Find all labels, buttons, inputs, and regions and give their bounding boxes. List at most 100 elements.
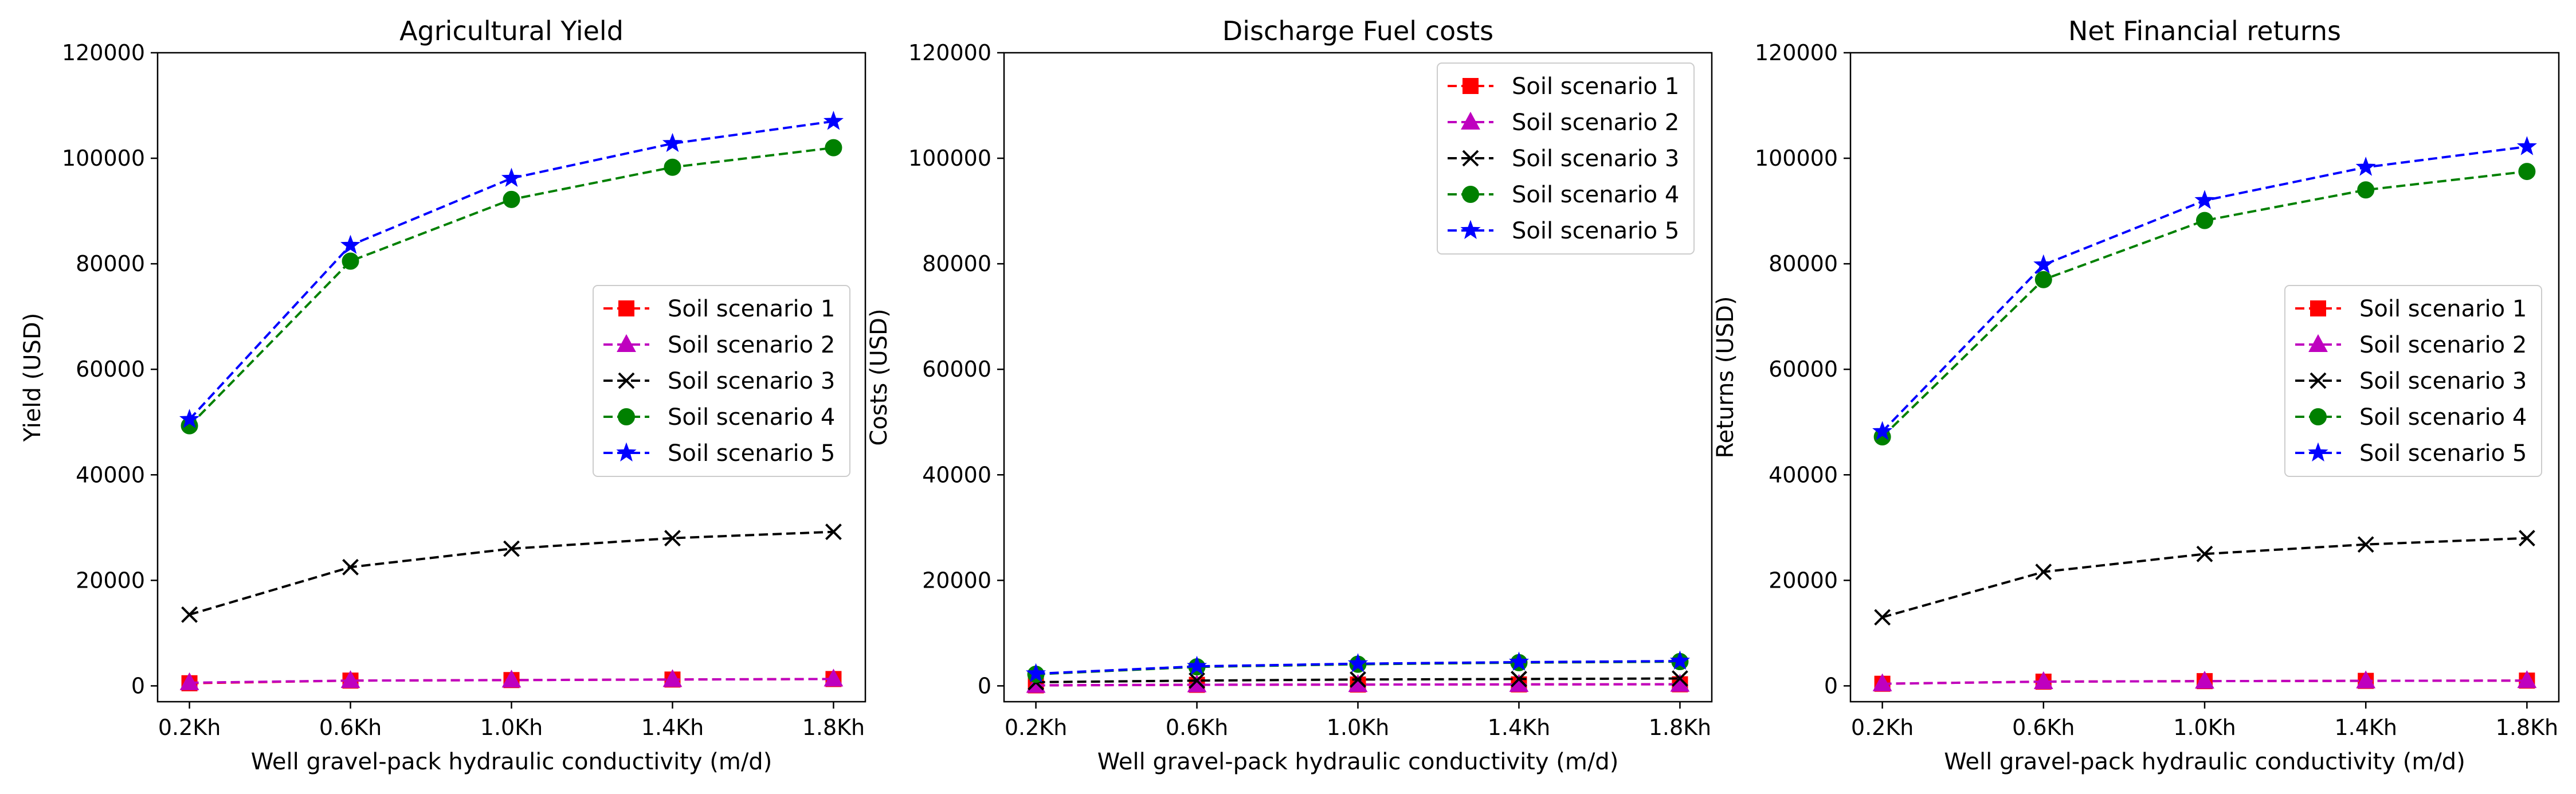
x-tick-label: 0.6Kh — [2012, 715, 2075, 740]
legend-marker-2 — [2308, 334, 2328, 352]
series-3-point — [503, 540, 520, 557]
x-tick-label: 1.8Kh — [2496, 715, 2558, 740]
x-tick-label: 1.8Kh — [1649, 715, 1711, 740]
x-tick-label: 1.4Kh — [1488, 715, 1550, 740]
series-5-point — [1026, 663, 1046, 683]
legend-marker-4 — [2310, 408, 2327, 425]
series-2-point — [824, 668, 844, 687]
legend-label-4: Soil scenario 4 — [668, 404, 835, 431]
x-tick-label: 1.4Kh — [2334, 715, 2397, 740]
legend-marker-1 — [1463, 78, 1479, 94]
series-2-point — [2195, 671, 2214, 689]
series-2-point — [662, 669, 683, 687]
series-2-point — [2033, 671, 2053, 690]
y-tick-label: 40000 — [1769, 462, 1838, 487]
chart-title: Discharge Fuel costs — [1222, 15, 1493, 46]
y-axis-label: Yield (USD) — [19, 313, 46, 443]
series-2-point — [179, 672, 199, 690]
y-tick-label: 120000 — [1755, 40, 1838, 65]
series-3-point — [2196, 545, 2213, 562]
legend-box — [1437, 62, 1695, 255]
y-tick-label: 100000 — [908, 146, 991, 171]
series-3-point — [1672, 670, 1688, 687]
legend-marker-4 — [1462, 186, 1479, 203]
x-tick-label: 1.0Kh — [2173, 715, 2236, 740]
y-tick-label: 20000 — [922, 568, 991, 593]
legend-label-4: Soil scenario 4 — [2359, 404, 2527, 431]
y-axis-label: Returns (USD) — [1712, 296, 1739, 459]
series-5-point — [662, 132, 683, 152]
series-3-point — [2035, 564, 2052, 581]
y-axis-label: Costs (USD) — [866, 308, 892, 445]
series-4-point — [2034, 271, 2052, 288]
x-tick-label: 1.0Kh — [480, 715, 543, 740]
series-3-point — [664, 530, 681, 547]
chart-title: Net Financial returns — [2068, 15, 2341, 46]
series-5-point — [1347, 653, 1369, 672]
series-3-point — [1874, 609, 1891, 626]
legend-label-4: Soil scenario 4 — [1512, 182, 1679, 208]
legend-marker-3 — [2310, 372, 2327, 389]
legend-marker-5 — [616, 442, 637, 461]
series-line-3 — [1882, 537, 2527, 619]
series-4-point — [664, 158, 681, 176]
legend-box — [593, 285, 850, 477]
y-tick-label: 20000 — [76, 568, 145, 593]
y-tick-label: 0 — [131, 673, 145, 698]
y-tick-label: 80000 — [1769, 251, 1838, 276]
series-3-point — [2357, 536, 2374, 553]
series-4-point — [342, 252, 359, 270]
chart-panel-2: Discharge Fuel costs 0 20000 40000 60000 8000… — [866, 15, 1713, 775]
y-tick-label: 120000 — [908, 40, 991, 65]
x-axis-label: Well gravel-pack hydraulic conductivity … — [1097, 749, 1619, 775]
series-2-point — [340, 670, 360, 689]
legend-marker-1 — [2310, 300, 2326, 316]
x-tick-label: 0.2Kh — [1851, 715, 1914, 740]
legend-marker-5 — [1460, 220, 1481, 239]
legend-marker-1 — [618, 300, 634, 316]
series-5-point — [179, 409, 200, 428]
series-5-point — [1187, 655, 1207, 675]
x-tick-label: 1.4Kh — [641, 715, 704, 740]
y-tick-label: 100000 — [1755, 146, 1838, 171]
series-5-point — [2516, 136, 2537, 155]
series-3-point — [825, 523, 842, 541]
x-tick-label: 1.8Kh — [802, 715, 865, 740]
legend-label-5: Soil scenario 5 — [2359, 440, 2527, 467]
x-tick-label: 0.2Kh — [158, 715, 221, 740]
series-3-point — [1350, 671, 1366, 688]
y-tick-label: 60000 — [1769, 357, 1838, 382]
x-tick-label: 0.6Kh — [319, 715, 382, 740]
chart-panel-1: Agricultural Yield 0 20000 40000 60000 80000 1… — [19, 15, 866, 775]
legend-label-5: Soil scenario 5 — [1512, 218, 1679, 244]
chart-title: Agricultural Yield — [399, 15, 624, 46]
legend-label-2: Soil scenario 2 — [668, 332, 835, 358]
legend-marker-2 — [1461, 111, 1480, 130]
y-tick-label: 40000 — [76, 462, 145, 487]
x-axis-label: Well gravel-pack hydraulic conductivity … — [1944, 749, 2465, 775]
series-line-5 — [189, 120, 834, 420]
series-2-point — [1026, 675, 1046, 693]
x-tick-label: 0.6Kh — [1166, 715, 1228, 740]
series-5-point — [340, 234, 361, 254]
chart-panel-3: Net Financial returns 0 20000 40000 60000 800… — [1712, 15, 2560, 775]
legend-label-3: Soil scenario 3 — [2359, 368, 2527, 394]
y-tick-label: 20000 — [1769, 568, 1838, 593]
series-5-point — [1508, 651, 1529, 671]
legend-label-2: Soil scenario 2 — [2359, 332, 2527, 358]
series-5-point — [2194, 190, 2215, 209]
legend-label-1: Soil scenario 1 — [2359, 296, 2527, 322]
y-tick-label: 100000 — [62, 146, 145, 171]
series-3-point — [342, 558, 359, 576]
series-2-point — [2517, 670, 2537, 689]
y-tick-label: 60000 — [922, 357, 991, 382]
y-tick-label: 40000 — [922, 462, 991, 487]
legend-label-3: Soil scenario 3 — [668, 368, 835, 394]
series-5-point — [823, 111, 844, 130]
series-2-point — [2356, 670, 2376, 689]
series-4-point — [2518, 163, 2536, 181]
legend-marker-3 — [618, 372, 635, 389]
series-3-point — [2518, 530, 2535, 547]
